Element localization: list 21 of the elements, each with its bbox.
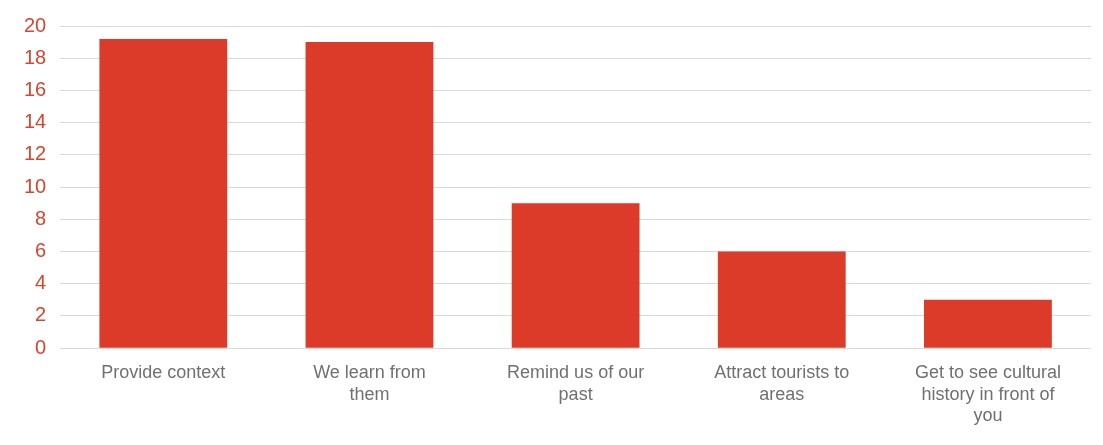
x-tick-label: Remind us of our past [507,361,645,404]
y-tick-label: 12 [24,142,47,165]
x-tick-label: Provide context [101,361,226,382]
y-tick-label: 4 [35,271,47,294]
y-tick-label: 0 [35,335,47,358]
bar [511,203,640,348]
y-tick-label: 10 [24,174,47,197]
y-tick-label: 18 [24,45,47,68]
bar [305,42,434,348]
bar [924,299,1052,348]
x-tick-label: Get to see cultural history in front of you [914,361,1061,426]
bar [717,251,846,348]
y-tick-label: 6 [35,239,47,262]
y-tick-label: 2 [35,303,47,326]
bar [99,38,228,348]
x-tick-label: We learn from them [313,361,426,404]
x-tick-label: Attract tourists to areas [714,361,850,404]
y-tick-label: 16 [24,77,47,100]
y-tick-label: 14 [24,110,47,133]
y-tick-label: 20 [24,13,47,36]
y-tick-label: 8 [35,206,47,229]
